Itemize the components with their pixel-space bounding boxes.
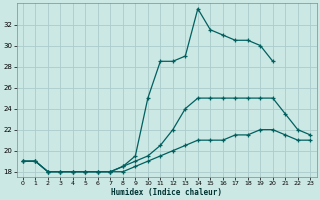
X-axis label: Humidex (Indice chaleur): Humidex (Indice chaleur) <box>111 188 222 197</box>
